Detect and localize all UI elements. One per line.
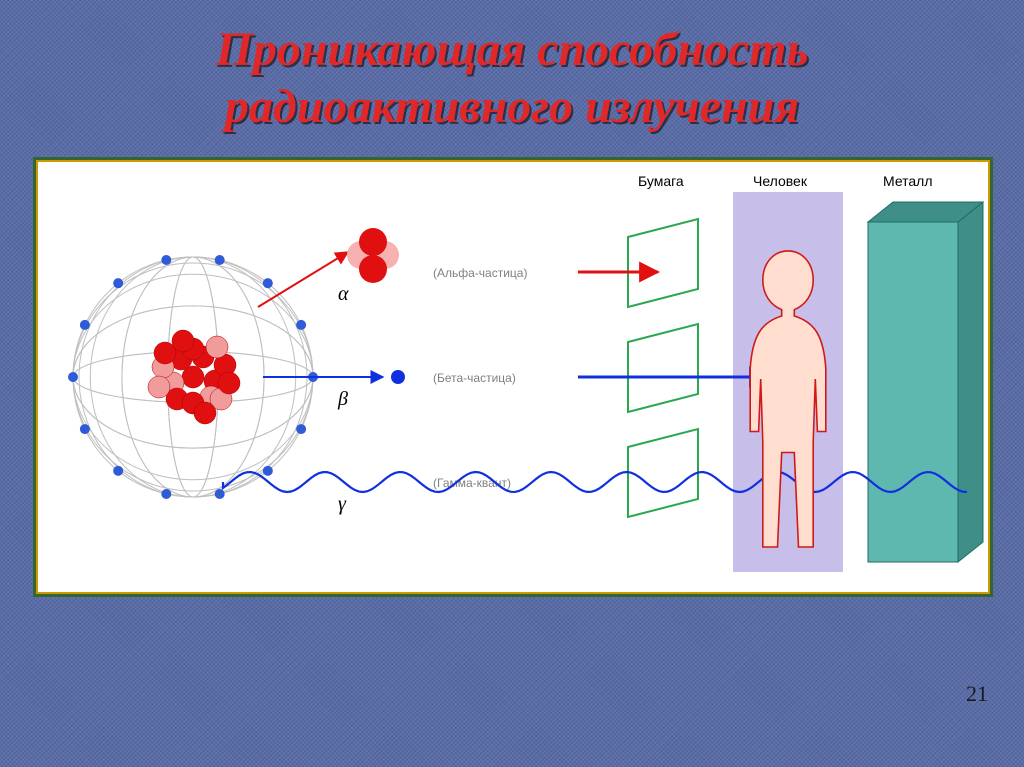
diagram-svg: Бумага Человек Металл α (Альфа-частица) β (Бет… [38, 162, 988, 592]
label-human: Человек [753, 173, 808, 189]
title-line-2: радиоактивного излучения [225, 80, 799, 133]
electron [215, 255, 225, 265]
gamma-symbol: γ [338, 493, 347, 515]
label-metal: Металл [883, 173, 933, 189]
electron [296, 320, 306, 330]
electron [68, 372, 78, 382]
beta-label: (Бета-частица) [433, 371, 516, 385]
electron [113, 278, 123, 288]
electron [161, 489, 171, 499]
electron [263, 278, 273, 288]
paper-sheet [628, 429, 698, 517]
diagram-panel: Бумага Человек Металл α (Альфа-частица) β (Бет… [36, 160, 990, 594]
electron [80, 424, 90, 434]
title-line-1: Проникающая способность [216, 23, 809, 76]
alpha-symbol: α [338, 283, 349, 305]
gamma-label: (Гамма-квант) [433, 476, 511, 490]
gamma-wave [223, 472, 967, 492]
metal-block [868, 202, 983, 562]
slide-title: Проникающая способность радиоактивного и… [0, 22, 1024, 135]
alpha-source-arrow [258, 252, 348, 307]
paper-sheet [628, 219, 698, 307]
page-number: 21 [966, 681, 988, 707]
alpha-particle-icon [347, 228, 399, 283]
electron [263, 466, 273, 476]
electron [296, 424, 306, 434]
electron [80, 320, 90, 330]
electron [161, 255, 171, 265]
nucleus [148, 330, 240, 424]
paper-sheet [628, 324, 698, 412]
electron [113, 466, 123, 476]
beta-particle-icon [391, 370, 405, 384]
electron [215, 489, 225, 499]
beta-symbol: β [337, 388, 348, 410]
alpha-label: (Альфа-частица) [433, 266, 527, 280]
label-paper: Бумага [638, 173, 684, 189]
